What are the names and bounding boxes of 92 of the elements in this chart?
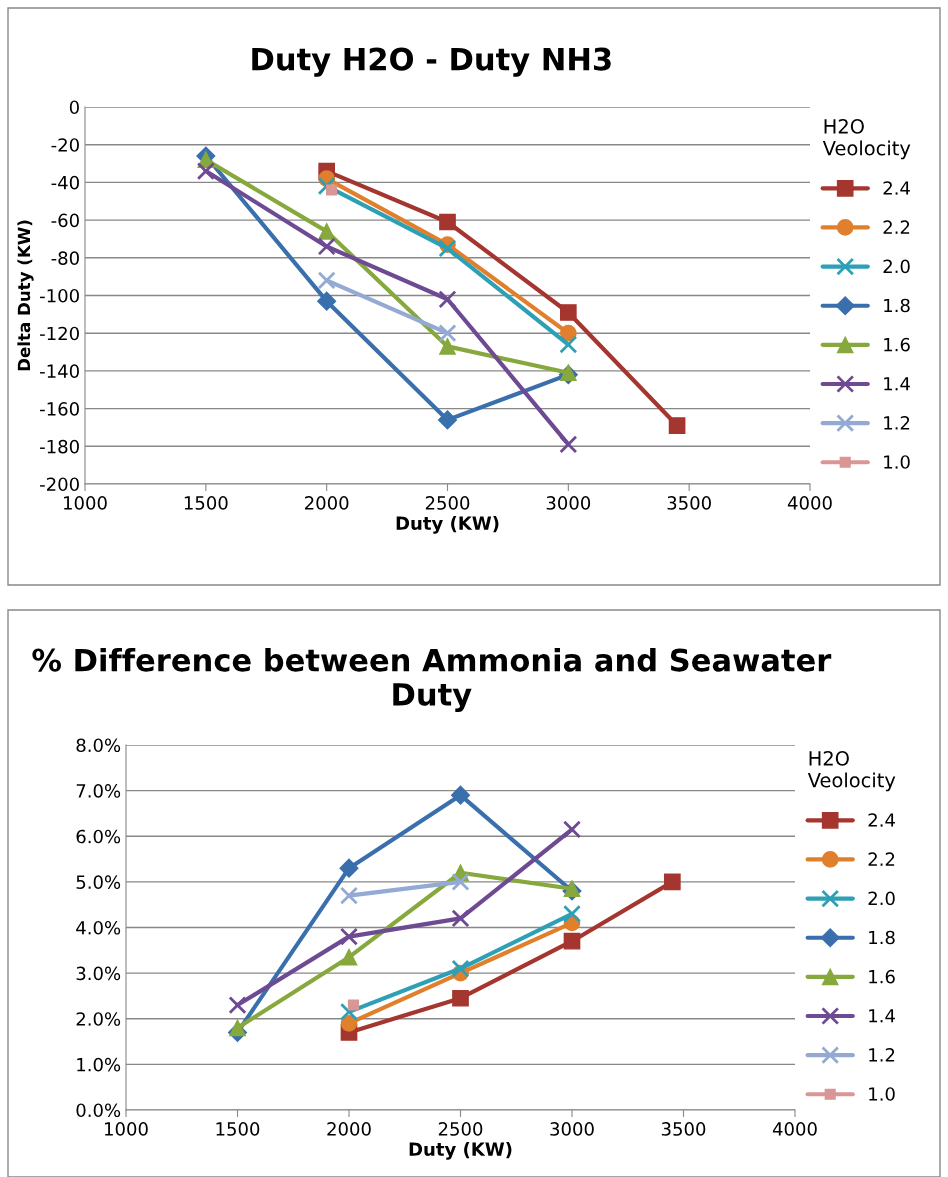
legend-label: 2.0: [883, 259, 910, 274]
x-tick-label: 3500: [667, 496, 711, 510]
y-tick-label: -60: [51, 213, 79, 228]
x-axis-title: Duty (KW): [396, 516, 499, 534]
y-tick-label: 4.0%: [76, 920, 121, 935]
point: [317, 177, 336, 196]
point: [340, 948, 358, 966]
point: [451, 872, 470, 891]
point: [559, 335, 578, 354]
point: [340, 1014, 358, 1032]
y-tick-label: 1.0%: [77, 1057, 121, 1072]
y-tick-label: 8.0%: [76, 738, 121, 753]
y-tick-label: -160: [40, 402, 79, 416]
x-tick-label: 4000: [772, 1122, 817, 1136]
point: [229, 1019, 246, 1037]
y-tick-label: 0.0%: [76, 1103, 121, 1118]
point: [451, 909, 470, 928]
point: [451, 959, 470, 978]
point: [439, 338, 456, 355]
x-tick-label: 1000: [105, 1122, 148, 1136]
x-tick-label: 2500: [425, 496, 470, 510]
y-tick-label: -40: [51, 175, 79, 190]
legend-label: 1.6: [869, 969, 895, 984]
x-tick-label: 2500: [438, 1122, 483, 1136]
point: [196, 162, 215, 181]
x-tick-label: 3000: [550, 1122, 594, 1136]
legend-label: 1.2: [884, 416, 910, 430]
legend-label: 2.4: [883, 181, 910, 195]
y-tick-label: -80: [51, 251, 79, 265]
legend-label: 1.4: [884, 377, 910, 391]
legend-label: 1.2: [869, 1048, 895, 1062]
point: [563, 932, 581, 950]
legend-title: H2O Veolocity: [822, 118, 911, 160]
point: [559, 304, 577, 321]
y-tick-label: 6.0%: [76, 829, 121, 844]
y-tick-label: 2.0%: [76, 1012, 121, 1026]
point: [317, 271, 336, 290]
legend-label: 2.0: [868, 891, 895, 906]
legend-label: 2.4: [868, 813, 895, 827]
point: [347, 999, 360, 1011]
y-tick-label: 5.0%: [76, 875, 121, 889]
point: [339, 927, 359, 946]
point: [438, 290, 457, 309]
y-tick-label: -20: [51, 138, 79, 152]
chart-title: % Difference between Ammonia and Seawater Duty: [32, 647, 832, 713]
x-tick-label: 3500: [661, 1122, 706, 1136]
point: [664, 873, 681, 891]
point: [339, 1002, 359, 1021]
y-tick-label: 0: [69, 100, 79, 115]
y-tick-label: -100: [40, 288, 79, 303]
point: [228, 996, 247, 1015]
point: [437, 410, 458, 430]
point: [438, 239, 457, 258]
x-tick-label: 1000: [64, 496, 107, 510]
x-tick-label: 4000: [787, 496, 832, 510]
point: [339, 858, 359, 878]
x-tick-label: 3000: [546, 496, 591, 510]
legend-label: 1.0: [884, 455, 910, 469]
chart-title: Duty H2O - Duty NH3: [252, 47, 611, 77]
legend-label: 2.2: [868, 852, 895, 866]
legend-label: 2.2: [883, 220, 910, 234]
x-tick-label: 2000: [327, 1122, 371, 1136]
x-tick-label: 1500: [216, 1122, 260, 1136]
point: [452, 989, 469, 1007]
y-tick-label: -120: [40, 326, 79, 341]
point: [562, 904, 582, 923]
y-tick-label: 7.0%: [76, 784, 121, 798]
point: [439, 213, 456, 231]
point: [339, 886, 359, 905]
x-tick-label: 1500: [184, 496, 228, 510]
legend-label: 1.6: [884, 337, 910, 352]
point: [668, 417, 686, 434]
y-axis-title: Delta Duty (KW): [17, 220, 34, 371]
point: [559, 435, 578, 454]
point: [450, 785, 471, 805]
legend-title: H2O Veolocity: [807, 750, 896, 792]
point: [318, 223, 336, 240]
legend-label: 1.4: [869, 1009, 895, 1023]
y-tick-label: 3.0%: [76, 966, 121, 981]
y-tick-label: -200: [40, 477, 79, 492]
point: [325, 184, 338, 196]
point: [562, 820, 582, 839]
y-tick-label: -140: [40, 364, 79, 379]
y-tick-label: -180: [40, 439, 79, 454]
point: [317, 237, 336, 256]
x-axis-title: Duty (KW): [409, 1142, 512, 1160]
point: [317, 291, 337, 311]
point: [438, 324, 457, 343]
legend-label: 1.8: [869, 930, 895, 945]
legend-label: 1.8: [884, 298, 910, 313]
x-tick-label: 2000: [305, 496, 349, 510]
legend-label: 1.0: [869, 1087, 895, 1101]
